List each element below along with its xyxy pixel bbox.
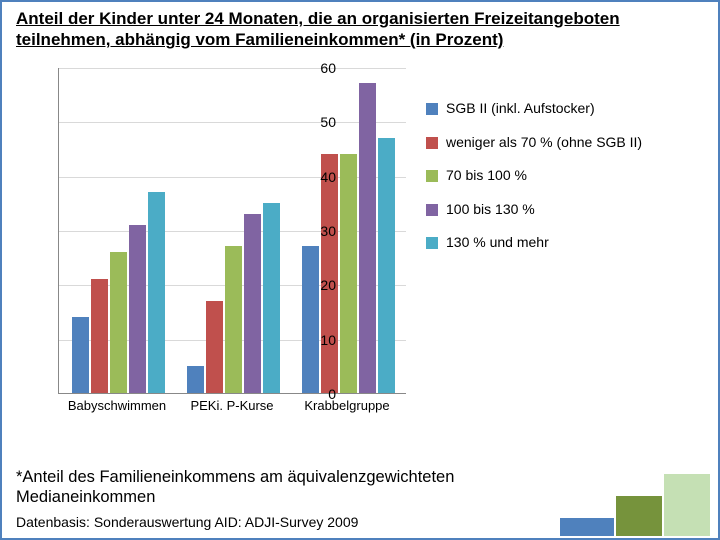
bar	[148, 192, 165, 393]
bar	[129, 225, 146, 393]
legend-item: SGB II (inkl. Aufstocker)	[426, 100, 686, 118]
bar	[340, 154, 357, 393]
deco-bar	[664, 474, 710, 536]
legend-label: weniger als 70 % (ohne SGB II)	[446, 134, 642, 152]
legend-swatch	[426, 170, 438, 182]
bar	[302, 246, 319, 393]
bar	[110, 252, 127, 393]
x-category-label: Babyschwimmen	[59, 398, 175, 413]
deco-bar	[616, 496, 662, 536]
legend-swatch	[426, 103, 438, 115]
bar	[359, 83, 376, 393]
deco-bar	[560, 518, 614, 536]
legend-label: SGB II (inkl. Aufstocker)	[446, 100, 595, 118]
bar	[263, 203, 280, 393]
bar	[206, 301, 223, 393]
legend-label: 100 bis 130 %	[446, 201, 535, 219]
legend: SGB II (inkl. Aufstocker) weniger als 70 …	[426, 100, 686, 268]
chart: SGB II (inkl. Aufstocker) weniger als 70 …	[30, 68, 692, 428]
y-tick-label: 60	[312, 60, 336, 76]
bar	[91, 279, 108, 393]
legend-item: 130 % und mehr	[426, 234, 686, 252]
gridline	[59, 122, 406, 123]
legend-item: 100 bis 130 %	[426, 201, 686, 219]
footnote: *Anteil des Familieneinkommens am äquiva…	[16, 468, 518, 508]
legend-swatch	[426, 204, 438, 216]
y-tick-label: 40	[312, 169, 336, 185]
plot-area	[58, 68, 406, 394]
x-category-label: PEKi. P-Kurse	[174, 398, 290, 413]
bar	[321, 154, 338, 393]
y-tick-label: 10	[312, 332, 336, 348]
gridline	[59, 68, 406, 69]
legend-swatch	[426, 137, 438, 149]
page-title: Anteil der Kinder unter 24 Monaten, die …	[2, 2, 718, 55]
y-tick-label: 30	[312, 223, 336, 239]
bar	[378, 138, 395, 393]
legend-label: 70 bis 100 %	[446, 167, 527, 185]
bar	[225, 246, 242, 393]
legend-item: weniger als 70 % (ohne SGB II)	[426, 134, 686, 152]
bar	[72, 317, 89, 393]
y-tick-label: 20	[312, 277, 336, 293]
bar	[244, 214, 261, 393]
bar	[187, 366, 204, 393]
source-line: Datenbasis: Sonderauswertung AID: ADJI-S…	[16, 514, 358, 530]
legend-item: 70 bis 100 %	[426, 167, 686, 185]
legend-label: 130 % und mehr	[446, 234, 549, 252]
y-tick-label: 50	[312, 114, 336, 130]
legend-swatch	[426, 237, 438, 249]
x-category-label: Krabbelgruppe	[289, 398, 405, 413]
